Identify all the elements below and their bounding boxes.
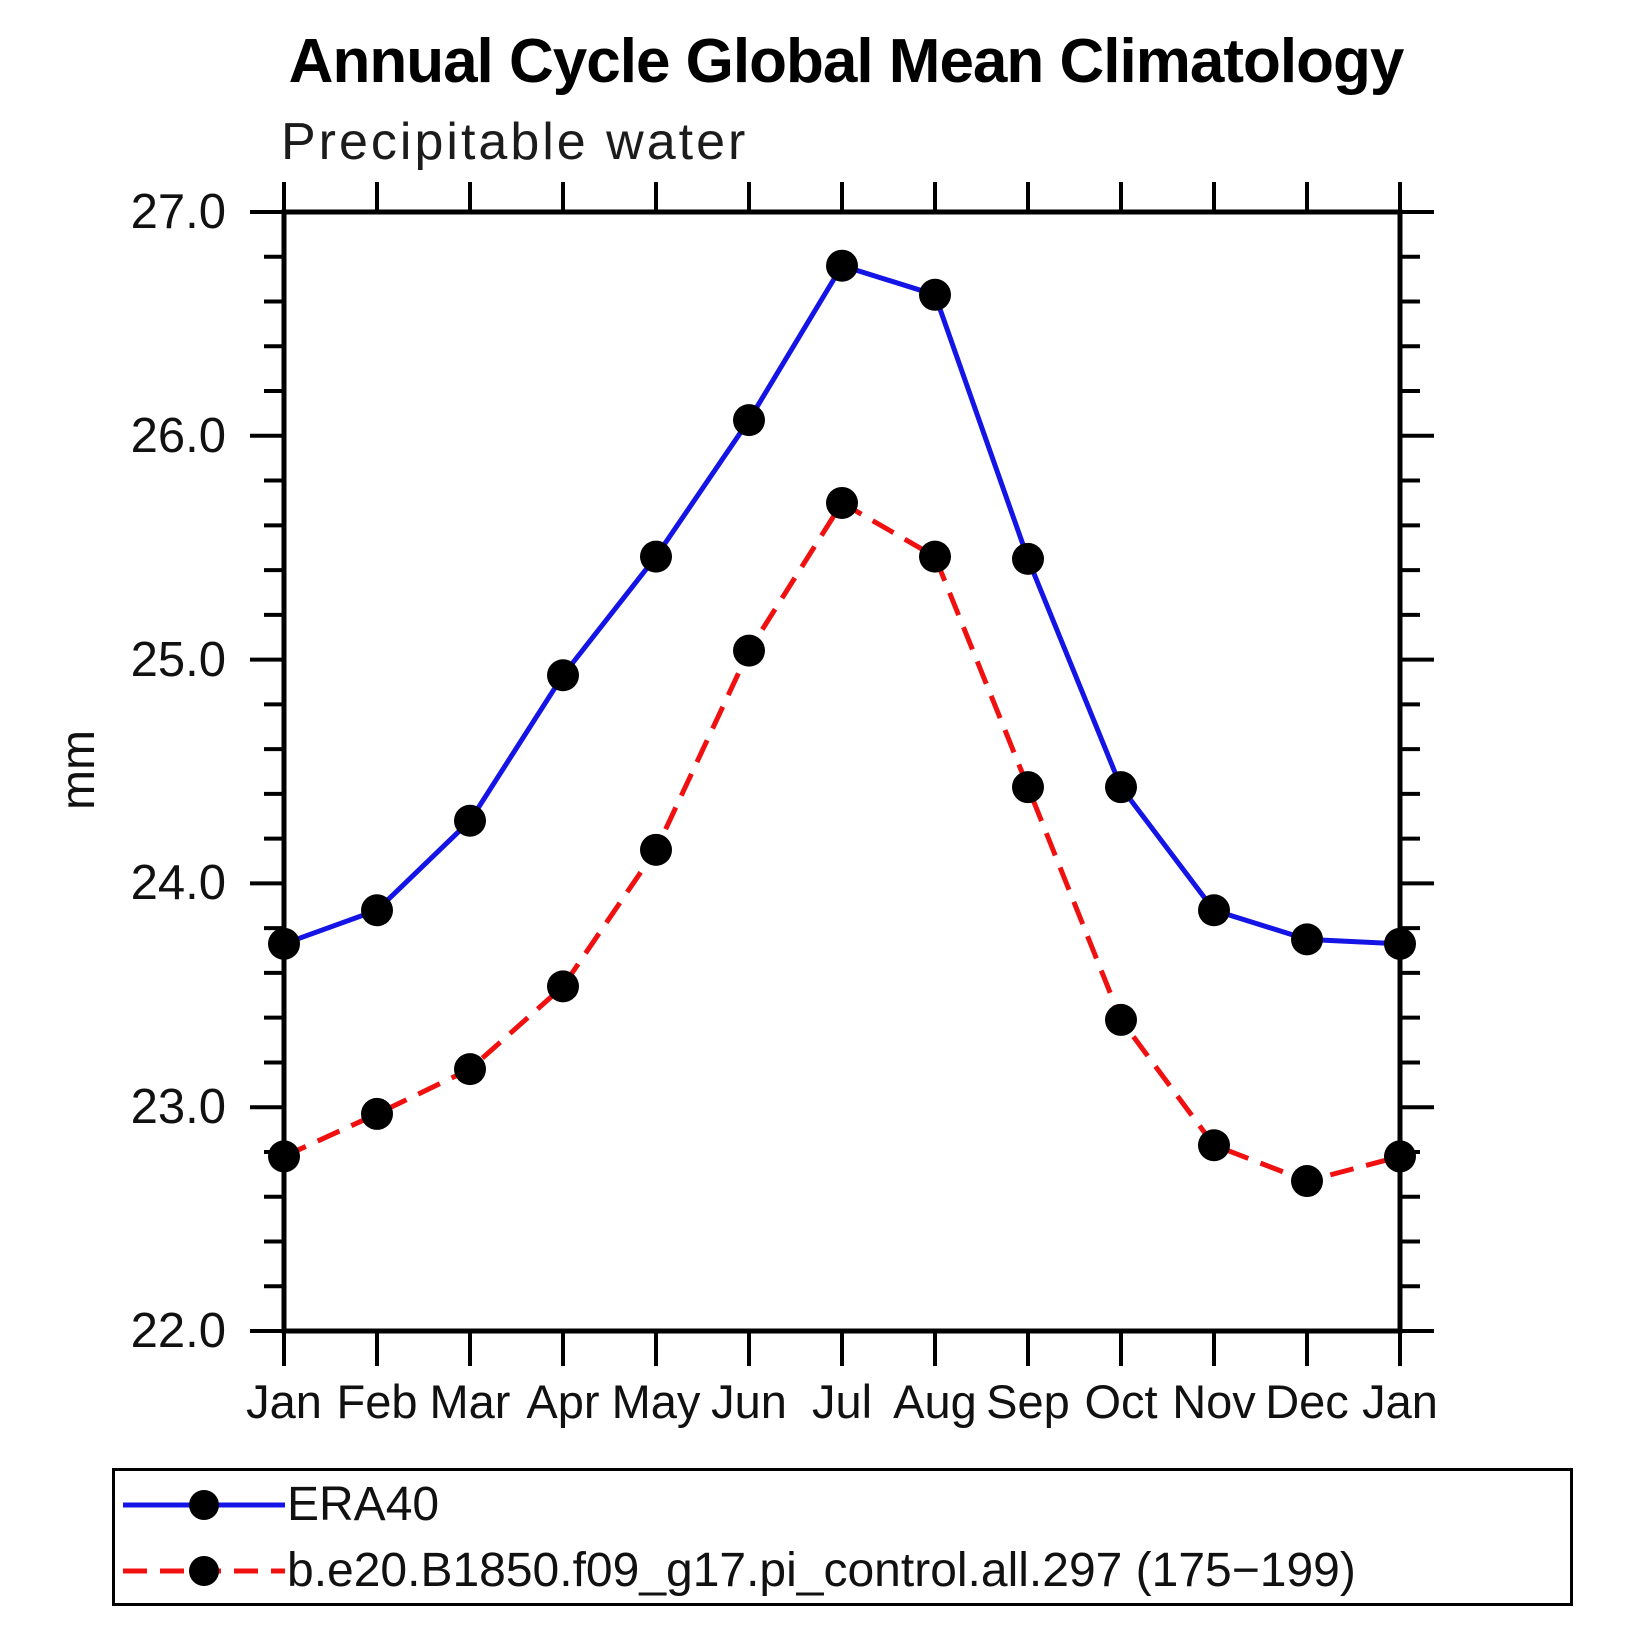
x-tick-label: Jun [711, 1375, 787, 1428]
y-axis-labels: 27.0 26.0 25.0 24.0 23.0 22.0 [0, 0, 230, 1647]
y-tick-label: 25.0 [130, 632, 226, 687]
y-tick-label: 22.0 [130, 1304, 226, 1358]
legend-marker-icon [189, 1556, 219, 1586]
legend-line-sample-solid [123, 1490, 285, 1520]
legend-line-sample-dashed [123, 1556, 285, 1586]
x-tick-label: Aug [893, 1375, 977, 1428]
x-tick-label: Jul [811, 1375, 873, 1428]
x-tick-label: Dec [1265, 1375, 1349, 1428]
x-axis-labels: Jan Feb Mar Apr May Jun Jul Aug Sep Oct Nov Dec Jan [0, 1378, 1647, 1438]
x-tick-label: May [611, 1375, 701, 1428]
y-tick-label: 26.0 [130, 408, 226, 463]
y-tick-label: 23.0 [130, 1080, 226, 1135]
legend-marker-icon [189, 1490, 219, 1520]
x-tick-label: Apr [526, 1375, 600, 1428]
x-tick-label: Oct [1084, 1375, 1158, 1428]
y-axis-title: mm [52, 730, 105, 810]
legend-label-model: b.e20.B1850.f09_g17.pi_control.all.297 (… [287, 1544, 1356, 1597]
y-tick-label: 27.0 [130, 185, 226, 239]
chart-title: Annual Cycle Global Mean Climatology [288, 27, 1405, 96]
x-tick-label: Mar [429, 1375, 511, 1428]
x-tick-label: Feb [336, 1375, 418, 1428]
x-tick-label: Nov [1172, 1375, 1256, 1428]
legend-row-model: b.e20.B1850.f09_g17.pi_control.all.297 (… [115, 1544, 1570, 1597]
legend-label-era40: ERA40 [287, 1478, 440, 1531]
y-tick-label: 24.0 [130, 856, 226, 911]
x-tick-label: Jan [1362, 1375, 1438, 1428]
chart-subtitle: Precipitable water [281, 113, 749, 171]
legend-row-era40: ERA40 [115, 1478, 1570, 1531]
x-tick-label: Jan [246, 1375, 322, 1428]
legend-box: ERA40 b.e20.B1850.f09_g17.pi_control.all… [112, 1468, 1573, 1606]
x-tick-label: Sep [986, 1375, 1070, 1428]
